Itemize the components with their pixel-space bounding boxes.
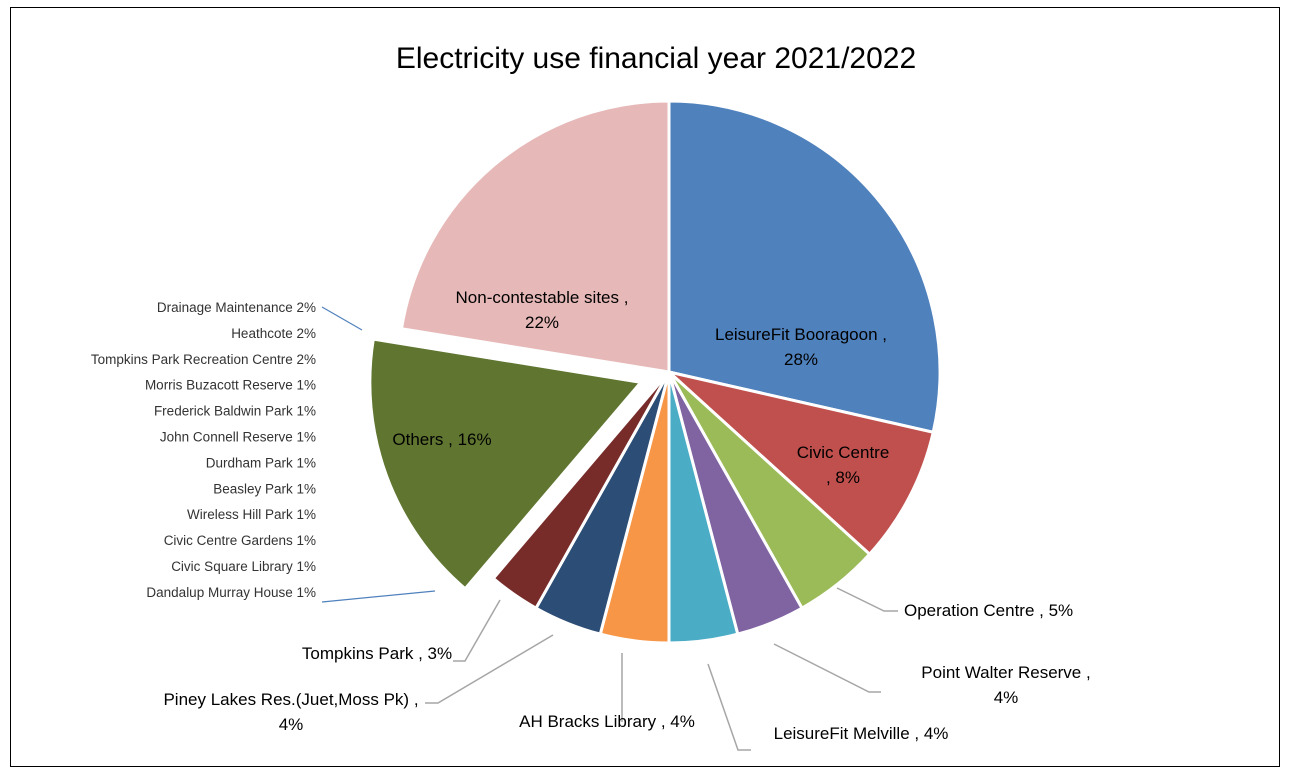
slice-label-non-contestable-sites: Non-contestable sites , xyxy=(456,288,629,307)
others-item-wireless-hill-park: Wireless Hill Park 1% xyxy=(187,507,316,522)
pie-chart: Electricity use financial year 2021/2022… xyxy=(91,42,1091,751)
others-item-civic-centre-gardens: Civic Centre Gardens 1% xyxy=(164,533,316,548)
slice-label-others: Others , 16% xyxy=(392,430,491,449)
slice-value-civic-centre: , 8% xyxy=(826,468,860,487)
leader-line-piney-lakes-res-juet-moss-pk xyxy=(425,634,554,704)
chart-frame: Electricity use financial year 2021/2022… xyxy=(10,7,1280,767)
others-item-morris-buzacott-reserve: Morris Buzacott Reserve 1% xyxy=(145,378,316,393)
slice-label-piney-lakes-res-juet-moss-pk: Piney Lakes Res.(Juet,Moss Pk) , xyxy=(163,690,418,709)
slice-leisurefit-booragoon xyxy=(667,99,942,435)
slice-label-tompkins-park: Tompkins Park , 3% xyxy=(302,644,452,663)
slice-labels: LeisureFit Booragoon , 28% Civic Centre , 8… xyxy=(163,288,1090,743)
others-item-drainage-maintenance: Drainage Maintenance 2% xyxy=(157,300,316,315)
others-item-tompkins-park-recreation-centre: Tompkins Park Recreation Centre 2% xyxy=(91,352,316,367)
others-item-civic-square-library: Civic Square Library 1% xyxy=(171,559,316,574)
slice-value-point-walter-reserve: 4% xyxy=(994,688,1019,707)
others-item-heathcote: Heathcote 2% xyxy=(231,326,316,341)
others-item-frederick-baldwin-park: Frederick Baldwin Park 1% xyxy=(154,404,316,419)
leader-line-point-walter-reserve xyxy=(773,643,881,693)
leader-lines xyxy=(425,587,898,751)
slice-label-ah-bracks-library: AH Bracks Library , 4% xyxy=(519,712,695,731)
others-item-durdham-park: Durdham Park 1% xyxy=(206,455,316,470)
others-connector-top xyxy=(321,306,363,331)
slice-label-point-walter-reserve: Point Walter Reserve , xyxy=(921,663,1090,682)
chart-title: Electricity use financial year 2021/2022 xyxy=(396,42,916,75)
others-item-dandalup-murray-house: Dandalup Murray House 1% xyxy=(146,585,316,600)
leader-line-operation-centre xyxy=(836,587,898,612)
others-connector-bottom xyxy=(321,590,436,603)
others-item-john-connell-reserve: John Connell Reserve 1% xyxy=(160,430,316,445)
slice-tompkins-park xyxy=(491,371,671,611)
slice-value-leisurefit-booragoon: 28% xyxy=(784,350,818,369)
slice-label-operation-centre: Operation Centre , 5% xyxy=(904,601,1073,620)
slice-label-civic-centre: Civic Centre xyxy=(797,443,890,462)
slice-civic-centre xyxy=(663,369,936,557)
slice-others xyxy=(368,337,644,591)
leader-line-leisurefit-melville xyxy=(707,663,751,751)
others-item-beasley-park: Beasley Park 1% xyxy=(213,481,316,496)
leader-line-tompkins-park xyxy=(453,599,501,662)
slice-label-leisurefit-melville: LeisureFit Melville , 4% xyxy=(774,724,949,743)
slice-value-piney-lakes-res-juet-moss-pk: 4% xyxy=(279,715,304,734)
pie-slices xyxy=(368,99,942,645)
slice-non-contestable-sites xyxy=(399,99,671,374)
others-breakdown-list: Drainage Maintenance 2% Heathcote 2% Tompk… xyxy=(91,300,436,603)
slice-value-non-contestable-sites: 22% xyxy=(525,313,559,332)
slice-label-leisurefit-booragoon: LeisureFit Booragoon , xyxy=(715,325,887,344)
